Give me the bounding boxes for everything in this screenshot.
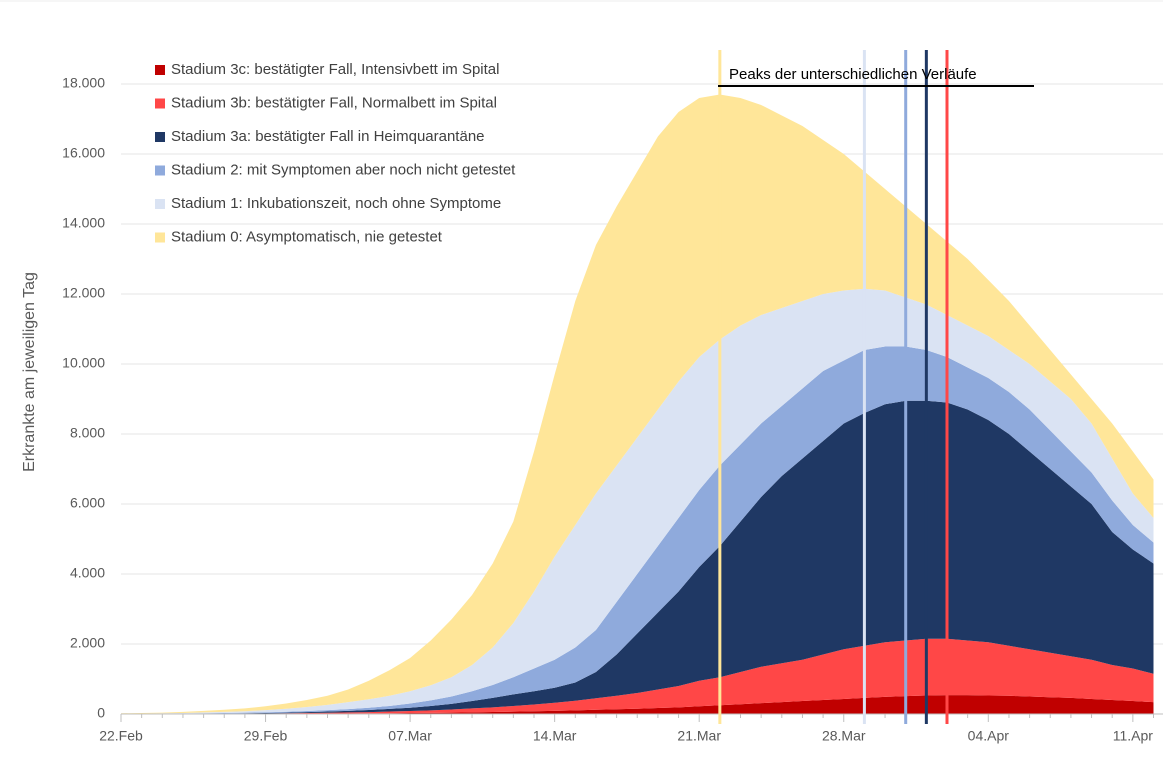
x-tick-label: 22.Feb [99,728,143,744]
y-tick-label: 6.000 [70,495,105,511]
area [121,288,1154,714]
legend-swatch [155,98,165,109]
areas [121,94,1154,714]
y-tick-label: 18.000 [62,75,105,91]
legend-swatch [155,65,165,75]
legend-label: Stadium 0: Asymptomatisch, nie getestet [171,228,443,245]
legend-swatch [155,165,165,176]
x-tick-label: 14.Mar [533,728,577,744]
y-tick-label: 4.000 [70,565,105,581]
x-tick-label: 28.Mar [822,728,866,744]
legend-label: Stadium 1: Inkubationszeit, noch ohne Sy… [171,195,501,212]
x-tick-label: 21.Mar [677,728,721,744]
y-tick-label: 0 [97,705,105,721]
area [121,94,1154,714]
area [121,638,1154,714]
legend-label: Stadium 3b: bestätigter Fall, Normalbett… [171,94,497,111]
y-tick-label: 16.000 [62,145,105,161]
area [121,400,1154,714]
peaks [718,50,949,724]
y-tick-label: 14.000 [62,215,105,231]
legend: Stadium 3c: bestätigter Fall, Intensivbe… [155,61,516,245]
y-tick-label: 12.000 [62,285,105,301]
annotation: Peaks der unterschiedlichen Verläufe [729,66,977,83]
x-tick-label: 11.Apr [1113,728,1154,744]
x-tick-label: 04.Apr [968,728,1010,744]
legend-swatch [155,132,165,142]
legend-label: Stadium 2: mit Symptomen aber noch nicht… [171,161,516,178]
x-tick-label: 07.Mar [388,728,432,744]
area [121,695,1154,714]
legend-label: Stadium 3c: bestätigter Fall, Intensivbe… [171,61,499,78]
legend-swatch [155,232,165,243]
legend-label: Stadium 3a: bestätigter Fall in Heimquar… [171,128,485,145]
legend-swatch [155,199,165,209]
y-axis-title: Erkrankte am jeweiligen Tag [21,272,38,472]
y-tick-label: 8.000 [70,425,105,441]
axes: 0 2.000 4.000 6.000 8.000 10.000 12.000 14.000 1… [62,75,1163,744]
y-tick-label: 2.000 [70,635,105,651]
y-tick-label: 10.000 [62,355,105,371]
x-tick-label: 29.Feb [244,728,288,744]
